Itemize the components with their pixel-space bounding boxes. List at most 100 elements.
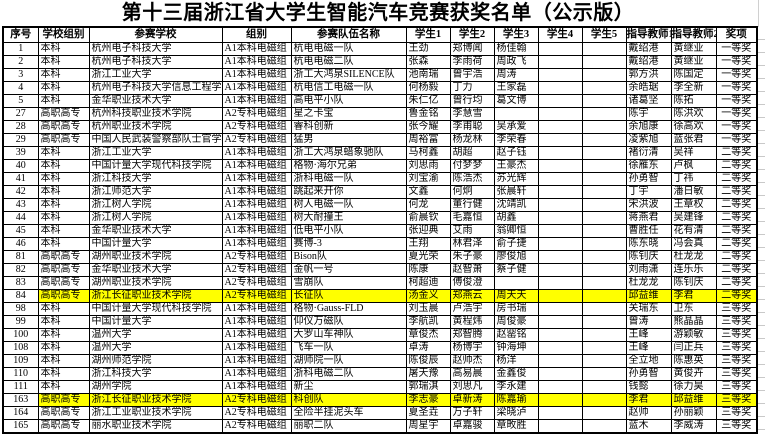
cell-team-name: 树人电磁一队 — [290, 198, 407, 212]
cell-school: 中国计量大学现代科技学院 — [88, 302, 223, 316]
cell-student-3: 蔡子健 — [493, 263, 539, 277]
cell-student-1: 张今耀 — [405, 120, 451, 134]
cell-student-2: 卓新涛 — [449, 393, 495, 407]
cell-student-5 — [581, 380, 627, 394]
cell-award: 一等奖 — [715, 81, 758, 95]
cell-index: 39 — [2, 146, 39, 160]
cell-index: 43 — [2, 198, 39, 212]
cell-student-3: 周天天 — [493, 289, 539, 303]
cell-student-3 — [493, 276, 539, 290]
cell-student-5 — [581, 250, 627, 264]
cell-advisor-2: 徐力昊 — [670, 380, 717, 394]
cell-school: 浙江树人学院 — [88, 211, 223, 225]
cell-student-1: 文鑫 — [405, 185, 451, 199]
cell-advisor-1: 邱益维 — [625, 289, 672, 303]
cell-student-2: 胡超 — [449, 146, 495, 160]
cell-team-name: 杭电信工电磁一队 — [290, 81, 407, 95]
cell-student-5 — [581, 146, 627, 160]
cell-student-3: 赵罂铭 — [493, 328, 539, 342]
column-header-award: 奖项 — [715, 26, 758, 43]
cell-group: A1本科电磁组 — [221, 198, 292, 212]
table-row: 111 本科 湖州学院 A1本科电磁组 新尘 郭瑞淇 刘思凡 李永建 钱懿 徐力昊 三等奖 — [2, 380, 758, 394]
table-row: 44 本科 浙江树人学院 A1本科电磁组 树大耐撞王 俞晨钦 毛嘉恒 胡鑫 蒋燕君 吴建锋 二等奖 — [2, 211, 758, 225]
cell-student-1: 俞晨钦 — [405, 211, 451, 225]
cell-team-name: 仰仪万磁队 — [290, 315, 407, 329]
cell-advisor-2: 冯会真 — [670, 237, 717, 251]
cell-student-1: 周裕富 — [405, 133, 451, 147]
cell-student-5 — [581, 354, 627, 368]
cell-student-3: 吴承爱 — [493, 120, 539, 134]
cell-advisor-2: 杜龙龙 — [670, 250, 717, 264]
cell-index: 83 — [2, 276, 39, 290]
cell-student-3: 钟海坤 — [493, 341, 539, 355]
cell-advisor-2: 卫东 — [670, 302, 717, 316]
cell-team-name: 湖师院一队 — [290, 354, 407, 368]
cell-student-4 — [537, 367, 583, 381]
cell-school: 中国计量大学现代科技学院 — [88, 159, 223, 173]
column-header-index: 序号 — [2, 26, 39, 43]
table-row: 81 高职高专 湖州职业技术学院 A2专科电磁组 Bison队 夏光荣 朱子豪 廖俊旭 陈钊庆杜… — [2, 250, 758, 264]
table-header-row: 序号 学校组别 参赛学校 组别 参赛队伍名称 学生1 学生2 学生3 学生4 学生5 指导教师1 指导… — [2, 26, 758, 43]
cell-student-3: 章畋胜 — [493, 419, 539, 434]
cell-index: 109 — [2, 354, 39, 368]
table-row: 43 本科 浙江树人学院 A1本科电磁组 树人电磁一队 何龙 董行健 沈靖凯 宋洪波 王章权 二等奖 — [2, 198, 758, 212]
cell-team-name: 丽职二队 — [290, 419, 407, 434]
cell-team-name: 雪崩队 — [290, 276, 407, 290]
cell-student-1: 刘玉晨 — [405, 302, 451, 316]
cell-advisor-2: 徐高欢 — [670, 120, 717, 134]
cell-student-3: 苏光辉 — [493, 172, 539, 186]
cell-student-1: 屠天豫 — [405, 367, 451, 381]
cell-school-group: 高职高专 — [37, 276, 90, 290]
cell-advisor-2: 花有清 — [670, 224, 717, 238]
cell-student-5 — [581, 328, 627, 342]
cell-index: 98 — [2, 302, 39, 316]
cell-group: A2专科电磁组 — [221, 276, 292, 290]
cell-group: A1本科电磁组 — [221, 172, 292, 186]
cell-award: 三等奖 — [715, 341, 758, 355]
cell-student-2: 卓嘉骏 — [449, 419, 495, 434]
cell-student-3: 杨洋 — [493, 354, 539, 368]
cell-group: A1本科电磁组 — [221, 328, 292, 342]
cell-group: A1本科电磁组 — [221, 380, 292, 394]
cell-advisor-2: 李威涛 — [670, 419, 717, 434]
cell-student-4 — [537, 159, 583, 173]
cell-student-4 — [537, 237, 583, 251]
cell-group: A1本科电磁组 — [221, 237, 292, 251]
cell-advisor-1: 蓝木 — [625, 419, 672, 434]
cell-group: A1本科电磁组 — [221, 55, 292, 69]
cell-school: 杭州电子科技大学 — [88, 55, 223, 69]
column-header-student-5: 学生5 — [581, 26, 627, 43]
cell-student-2: 李甫聪 — [449, 120, 495, 134]
cell-student-4 — [537, 289, 583, 303]
cell-student-4 — [537, 185, 583, 199]
cell-advisor-1: 丁宇 — [625, 185, 672, 199]
cell-school: 浙江长征职业技术学院 — [88, 289, 223, 303]
cell-school: 浙江树人学院 — [88, 198, 223, 212]
cell-student-1: 朱仁亿 — [405, 94, 451, 108]
cell-student-3: 金鑫俊 — [493, 367, 539, 381]
cell-team-name: 树大耐撞王 — [290, 211, 407, 225]
cell-school-group: 本科 — [37, 159, 90, 173]
cell-student-1: 汤金义 — [405, 289, 451, 303]
cell-student-5 — [581, 172, 627, 186]
cell-student-4 — [537, 146, 583, 160]
cell-advisor-2: 陈洪欢 — [670, 107, 717, 121]
cell-advisor-1: 曹胜任 — [625, 224, 672, 238]
cell-team-name: 格物·海尔兄弟 — [290, 159, 407, 173]
cell-advisor-2: 陈钊庆 — [670, 276, 717, 290]
table-row: 28 高职高专 杭州职业技术学院 A2专科电磁组 睿科创新 张今耀 李甫聪 吴承爱 余旭康 徐高欢… — [2, 120, 758, 134]
cell-student-3: 王豪杰 — [493, 159, 539, 173]
cell-student-1: 鲁金铭 — [405, 107, 451, 121]
cell-student-2: 曾行均 — [449, 94, 495, 108]
cell-school: 湖州职业技术学院 — [88, 276, 223, 290]
cell-team-name: 浙工大鸿泉蜡象驰队 — [290, 146, 407, 160]
cell-index: 99 — [2, 315, 39, 329]
column-header-team-name: 参赛队伍名称 — [290, 26, 407, 43]
cell-group: A2专科电磁组 — [221, 107, 292, 121]
cell-school: 湖州职业技术学院 — [88, 250, 223, 264]
table-row: 100 本科 温州大学 A1本科电磁组 大罗山车神队 章俊杰 郑智腾 赵罂铭 王峰 游颖敏 三等奖 — [2, 328, 758, 342]
cell-award: 二等奖 — [715, 224, 758, 238]
cell-index: 41 — [2, 172, 39, 186]
cell-student-1: 何龙 — [405, 198, 451, 212]
cell-student-1: 张森 — [405, 55, 451, 69]
